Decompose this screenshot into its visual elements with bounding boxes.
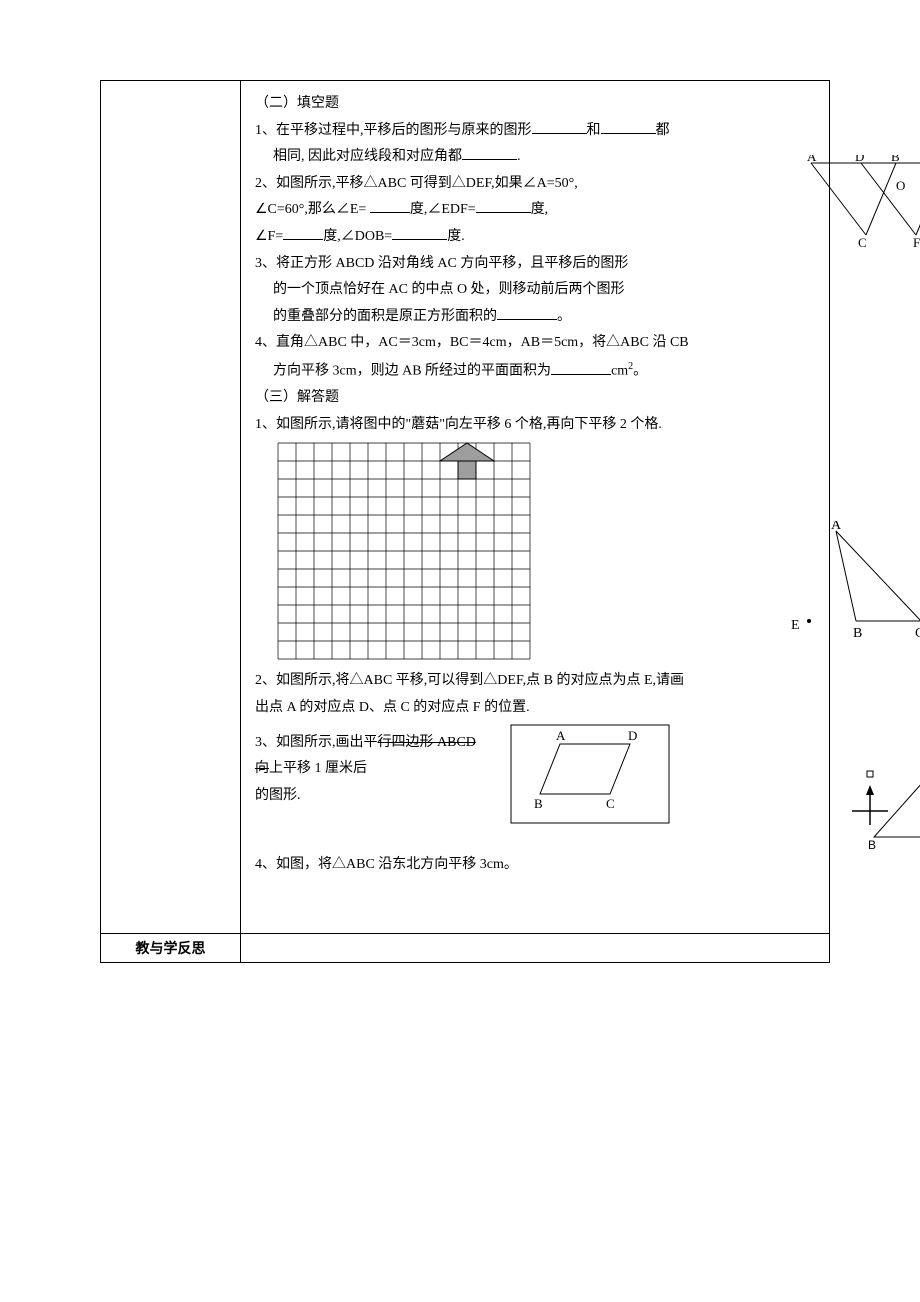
solve-q2-line1: 2、如图所示,将△ABC 平移,可以得到△DEF,点 B 的对应点为点 E,请画 — [255, 668, 815, 695]
svg-text:B: B — [891, 155, 900, 164]
figure-parallelogram: A D B C — [510, 724, 670, 835]
figure-triangle-abc-e: A B C E — [781, 521, 920, 651]
left-empty-cell — [101, 81, 241, 934]
solve-title: （三）解答题 — [255, 385, 815, 412]
reflect-label: 教与学反思 — [101, 933, 241, 962]
figure-triangles-abc-def: A D B E O C F — [801, 155, 920, 245]
fill-q1-line1: 1、在平移过程中,平移后的图形与原来的图形和都 — [255, 118, 815, 145]
svg-text:B: B — [853, 626, 862, 641]
svg-text:E: E — [791, 618, 800, 633]
fill-q2-line2: ∠C=60°,那么∠E= ­度,∠EDF=度, — [255, 197, 815, 224]
svg-text:F: F — [913, 235, 920, 247]
svg-text:D: D — [855, 155, 864, 164]
fill-q3-line1: 3、将正方形 ABCD 沿对角线 AC 方向平移，且平移后的图形 — [255, 251, 815, 278]
fill-q2-line1: 2、如图所示,平移△ABC 可得到△DEF,如果∠A=50°, — [255, 171, 815, 198]
svg-text:B: B — [868, 838, 876, 850]
svg-text:A: A — [831, 521, 842, 533]
solve-q2-line2: 出点 A 的对­应点 D、点 C 的对应点 F 的位置. — [255, 695, 815, 722]
fill-q1-line2: 相同, 因­此对应线段和对应角都. — [255, 144, 815, 171]
reflect-cell — [241, 933, 830, 962]
fill-q2-line3: ∠F=度,∠DOB=度. — [255, 224, 815, 251]
svg-text:C: C — [606, 796, 615, 811]
svg-text:C: C — [915, 626, 920, 641]
fill-q4-line2: 方向平移 3cm，则边 AB 所经过的平面面积为cm2。 — [255, 357, 815, 385]
svg-text:D: D — [628, 728, 637, 743]
content-cell: A D B E O C F （二）填空题 1、在平移过程中,平移后的图形与原来的… — [241, 81, 830, 934]
fill-q3-line3: 的重叠部分的面积是原正方形面积的。 — [255, 304, 815, 331]
solve-q3-row: 3、如图所示,画出平行四边形 ABCD 向上平移 1 厘米后 的图形. A D … — [255, 730, 815, 835]
content-block: A D B E O C F （二）填空题 1、在平移过程中,平移后的图形与原来的… — [249, 85, 821, 929]
fill-q4-line1: 4、直角△ABC 中，AC＝3cm，BC＝4cm，AB＝5cm，将△ABC 沿 … — [255, 330, 815, 357]
grid-figure — [277, 442, 815, 660]
main-table: A D B E O C F （二）填空题 1、在平移过程中,平移后的图形与原来的… — [100, 80, 830, 963]
svg-text:O: O — [896, 178, 905, 193]
fill-q3-line2: 的一个顶点恰好在 AC 的中点 O 处，则移动前后两个图形 — [255, 277, 815, 304]
svg-text:B: B — [534, 796, 543, 811]
solve-q3-line1: 3、如图所示,画出平行四边形 ABCD 向上平移 1 厘米后 — [255, 730, 485, 783]
solve-q3-line2: 的图形. — [255, 783, 485, 810]
figure-triangle-abc-right: A B C — [866, 765, 920, 850]
svg-text:A: A — [807, 155, 817, 164]
fill-blank-title: （二）填空题 — [255, 91, 815, 118]
svg-text:A: A — [556, 728, 566, 743]
solve-q1: 1、如图所示,请将图中的"蘑菇"向左平移 6 个格,再向下平移 2 个格. — [255, 412, 815, 439]
svg-text:C: C — [858, 235, 867, 247]
solve-q4: 4、如图，将△ABC 沿东北方向平移 3cm。 — [255, 852, 815, 879]
